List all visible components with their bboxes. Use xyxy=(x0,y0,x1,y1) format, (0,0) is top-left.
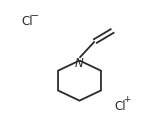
Text: +: + xyxy=(123,95,130,104)
Text: N: N xyxy=(75,57,84,70)
Text: −: − xyxy=(31,11,39,21)
Text: Cl: Cl xyxy=(21,15,33,28)
Text: Cl: Cl xyxy=(114,100,126,113)
